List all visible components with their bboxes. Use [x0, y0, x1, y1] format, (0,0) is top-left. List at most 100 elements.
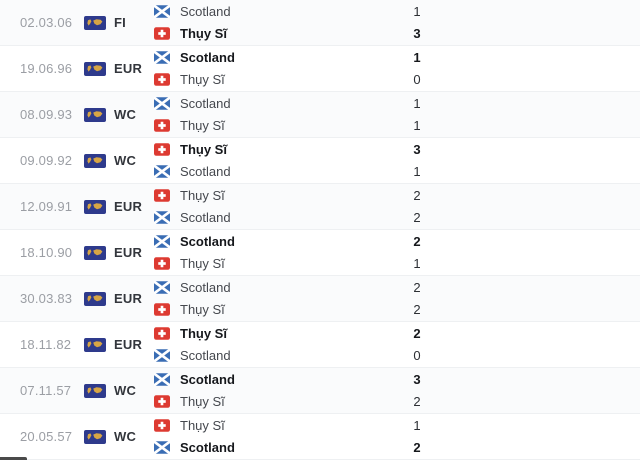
team-line: Scotland 1: [154, 162, 640, 181]
team-score: 3: [413, 142, 421, 157]
team-line: Scotland 2: [154, 438, 640, 457]
scotland-flag-icon: [154, 51, 170, 64]
competition-badge-icon: [84, 245, 106, 260]
scotland-flag-icon: [154, 373, 170, 386]
teams: Scotland 3 Thụy Sĩ: [154, 370, 640, 411]
competition: WC: [84, 383, 154, 398]
teams: Scotland 1 Thụy Sĩ: [154, 2, 640, 43]
competition: EUR: [84, 291, 154, 306]
competition-badge-icon: [84, 61, 106, 76]
switzerland-flag-icon: [154, 327, 170, 340]
competition-label: WC: [114, 383, 137, 398]
team-score: 2: [413, 302, 421, 317]
team-name: Scotland: [180, 96, 231, 111]
competition: EUR: [84, 245, 154, 260]
competition-label: WC: [114, 429, 137, 444]
competition-badge-icon: [84, 291, 106, 306]
competition: WC: [84, 107, 154, 122]
competition-label: EUR: [114, 61, 143, 76]
scotland-flag-icon: [154, 281, 170, 294]
team-line: Thụy Sĩ 0: [154, 70, 640, 89]
competition: WC: [84, 429, 154, 444]
competition-badge-icon: [84, 199, 106, 214]
team-line: Thụy Sĩ 1: [154, 254, 640, 273]
match-row[interactable]: 12.09.91 EUR: [0, 184, 640, 230]
teams: Scotland 1 Thụy Sĩ: [154, 94, 640, 135]
team-name: Scotland: [180, 4, 231, 19]
match-row[interactable]: 02.03.06 FI: [0, 0, 640, 46]
team-score: 3: [413, 26, 421, 41]
team-score: 0: [413, 348, 421, 363]
team-score: 1: [413, 96, 421, 111]
competition-badge-icon: [84, 153, 106, 168]
team-line: Scotland 1: [154, 48, 640, 67]
match-row[interactable]: 30.03.83 EUR: [0, 276, 640, 322]
team-line: Scotland 2: [154, 278, 640, 297]
team-score: 1: [413, 164, 421, 179]
teams: Scotland 1 Thụy Sĩ: [154, 48, 640, 89]
team-name: Scotland: [180, 372, 235, 387]
team-line: Thụy Sĩ 2: [154, 300, 640, 319]
competition-label: WC: [114, 153, 137, 168]
teams: Scotland 2 Thụy Sĩ: [154, 232, 640, 273]
competition-badge-icon: [84, 429, 106, 444]
match-row[interactable]: 18.11.82 EUR: [0, 322, 640, 368]
competition-label: EUR: [114, 245, 143, 260]
team-score: 1: [413, 118, 421, 133]
match-date: 18.11.82: [20, 337, 72, 352]
competition-label: EUR: [114, 199, 143, 214]
competition-badge-icon: [84, 107, 106, 122]
teams: Thụy Sĩ 2 Scotland: [154, 186, 640, 227]
competition: EUR: [84, 61, 154, 76]
competition-badge-icon: [84, 383, 106, 398]
switzerland-flag-icon: [154, 303, 170, 316]
team-line: Thụy Sĩ 3: [154, 140, 640, 159]
team-name: Thụy Sĩ: [180, 72, 225, 87]
scotland-flag-icon: [154, 235, 170, 248]
team-line: Scotland 3: [154, 370, 640, 389]
match-row[interactable]: 20.05.57 WC: [0, 414, 640, 460]
competition-label: FI: [114, 15, 126, 30]
team-name: Thụy Sĩ: [180, 394, 225, 409]
teams: Thụy Sĩ 3 Scotland: [154, 140, 640, 181]
team-name: Scotland: [180, 440, 235, 455]
scotland-flag-icon: [154, 165, 170, 178]
competition: FI: [84, 15, 154, 30]
competition: EUR: [84, 337, 154, 352]
competition-badge-icon: [84, 337, 106, 352]
team-name: Scotland: [180, 234, 235, 249]
switzerland-flag-icon: [154, 73, 170, 86]
competition: WC: [84, 153, 154, 168]
match-date: 18.10.90: [20, 245, 73, 260]
team-line: Scotland 1: [154, 2, 640, 21]
switzerland-flag-icon: [154, 395, 170, 408]
team-name: Thụy Sĩ: [180, 256, 225, 271]
team-line: Thụy Sĩ 2: [154, 186, 640, 205]
team-line: Scotland 2: [154, 208, 640, 227]
match-row[interactable]: 19.06.96 EUR: [0, 46, 640, 92]
team-name: Scotland: [180, 210, 231, 225]
match-row[interactable]: 07.11.57 WC: [0, 368, 640, 414]
switzerland-flag-icon: [154, 27, 170, 40]
match-date: 20.05.57: [20, 429, 73, 444]
team-line: Scotland 1: [154, 94, 640, 113]
team-name: Thụy Sĩ: [180, 326, 227, 341]
switzerland-flag-icon: [154, 119, 170, 132]
team-name: Thụy Sĩ: [180, 188, 225, 203]
scotland-flag-icon: [154, 97, 170, 110]
match-row[interactable]: 18.10.90 EUR: [0, 230, 640, 276]
switzerland-flag-icon: [154, 419, 170, 432]
match-row[interactable]: 08.09.93 WC: [0, 92, 640, 138]
team-name: Thụy Sĩ: [180, 142, 227, 157]
match-date: 30.03.83: [20, 291, 73, 306]
team-name: Scotland: [180, 348, 231, 363]
match-row[interactable]: 09.09.92 WC: [0, 138, 640, 184]
teams: Scotland 2 Thụy Sĩ: [154, 278, 640, 319]
team-name: Thụy Sĩ: [180, 118, 225, 133]
page-edge-artifact: [0, 457, 27, 460]
team-score: 2: [413, 440, 421, 455]
team-line: Thụy Sĩ 3: [154, 24, 640, 43]
team-name: Scotland: [180, 50, 235, 65]
competition-label: EUR: [114, 291, 143, 306]
